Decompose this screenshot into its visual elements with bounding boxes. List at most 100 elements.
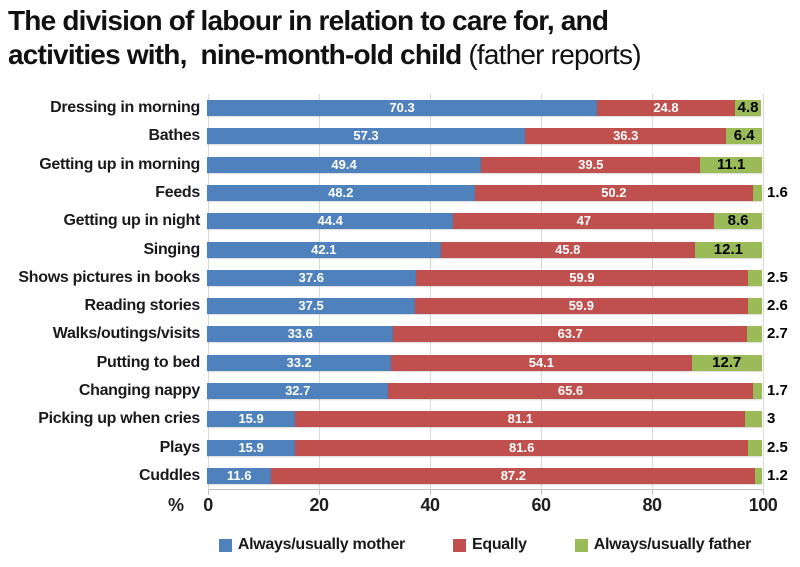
segment-equally: 47 bbox=[453, 213, 715, 230]
legend-item-father: Always/usually father bbox=[574, 536, 752, 554]
value-label-equally: 87.2 bbox=[500, 467, 526, 483]
value-label-mother: 11.6 bbox=[226, 467, 252, 483]
bar-track: 48.2 50.2 1.6 bbox=[207, 184, 788, 201]
value-label-equally: 50.2 bbox=[601, 184, 627, 200]
bar-track: 15.9 81.6 2.5 bbox=[207, 439, 788, 456]
category-label: Changing nappy bbox=[78, 381, 200, 399]
segment-equally: 45.8 bbox=[440, 241, 695, 258]
bar-row: Walks/outings/visits 33.6 63.7 2.7 bbox=[0, 320, 800, 348]
segment-mother: 11.6 bbox=[207, 467, 272, 484]
chart-title-line2: activities with, nine-month-old child (f… bbox=[8, 38, 642, 72]
axis-tick-mark bbox=[430, 490, 431, 495]
bar-row: Cuddles 11.6 87.2 1.2 bbox=[0, 462, 800, 490]
segment-father bbox=[748, 439, 762, 456]
bar-row: Reading stories 37.5 59.9 2.6 bbox=[0, 292, 800, 320]
value-label-father: 3 bbox=[767, 410, 776, 428]
bar-track: 33.2 54.1 12.7 bbox=[207, 353, 762, 371]
chart-title: The division of labour in relation to ca… bbox=[8, 4, 642, 72]
legend-item-mother: Always/usually mother bbox=[218, 536, 405, 554]
bar-row: Getting up in night 44.4 47 8.6 bbox=[0, 207, 800, 235]
value-label-mother: 42.1 bbox=[311, 241, 337, 257]
value-label-equally: 81.6 bbox=[509, 439, 535, 455]
bar-track: 57.3 36.3 6.4 bbox=[207, 128, 762, 145]
segment-mother: 48.2 bbox=[207, 184, 475, 201]
segment-mother: 37.6 bbox=[207, 269, 416, 286]
axis-tick-mark bbox=[652, 490, 653, 495]
segment-father bbox=[755, 467, 762, 484]
segment-equally: 87.2 bbox=[271, 467, 756, 484]
value-label-equally: 59.9 bbox=[568, 298, 594, 314]
segment-equally: 59.9 bbox=[415, 269, 749, 286]
value-label-mother: 15.9 bbox=[238, 411, 264, 427]
value-label-equally: 54.1 bbox=[528, 354, 555, 370]
segment-father bbox=[745, 411, 762, 428]
bar-row: Bathes 57.3 36.3 6.4 bbox=[0, 122, 800, 150]
category-label: Plays bbox=[159, 438, 201, 456]
bar-row: Shows pictures in books 37.6 59.9 2.5 bbox=[0, 264, 800, 292]
segment-equally: 24.8 bbox=[597, 100, 735, 117]
chart-title-subtitle: (father reports) bbox=[468, 39, 641, 70]
value-label-father: 1.7 bbox=[767, 381, 788, 399]
x-tick-label: 80 bbox=[642, 495, 662, 515]
bar-track: 44.4 47 8.6 bbox=[207, 213, 762, 230]
segment-father: 11.1 bbox=[700, 155, 762, 173]
value-label-equally: 39.5 bbox=[578, 156, 604, 172]
segment-father: 12.1 bbox=[694, 240, 762, 258]
bar-rows: Dressing in morning 70.3 24.8 4.8 Bathes 57.3… bbox=[0, 94, 800, 490]
segment-mother: 33.2 bbox=[207, 354, 392, 371]
bar-track: 37.6 59.9 2.5 bbox=[207, 269, 788, 286]
value-label-mother: 70.3 bbox=[389, 100, 415, 116]
value-label-mother: 37.5 bbox=[298, 298, 324, 314]
segment-mother: 33.6 bbox=[207, 326, 394, 343]
segment-equally: 63.7 bbox=[393, 326, 747, 343]
value-label-father: 1.2 bbox=[767, 466, 788, 484]
segment-father: 4.8 bbox=[734, 99, 762, 117]
bar-row: Getting up in morning 49.4 39.5 11.1 bbox=[0, 151, 800, 179]
segment-mother: 37.5 bbox=[207, 298, 416, 315]
value-label-equally: 47 bbox=[576, 213, 592, 229]
value-label-mother: 37.6 bbox=[298, 269, 324, 285]
chart-title-line2-bold: activities with, nine-month-old child bbox=[8, 39, 469, 70]
segment-equally: 65.6 bbox=[388, 382, 753, 399]
segment-mother: 42.1 bbox=[207, 241, 441, 258]
bar-row: Changing nappy 32.7 65.6 1.7 bbox=[0, 377, 800, 405]
category-label: Putting to bed bbox=[96, 353, 201, 371]
axis-tick-mark bbox=[763, 490, 764, 495]
value-label-father: 4.8 bbox=[737, 99, 759, 117]
value-label-father: 2.5 bbox=[767, 268, 788, 286]
legend-label-father: Always/usually father bbox=[593, 536, 752, 553]
segment-equally: 39.5 bbox=[481, 156, 701, 173]
bar-row: Feeds 48.2 50.2 1.6 bbox=[0, 179, 800, 207]
bar-track: 33.6 63.7 2.7 bbox=[207, 326, 788, 343]
value-label-father: 12.1 bbox=[713, 240, 743, 258]
value-label-father: 11.1 bbox=[716, 155, 746, 173]
category-label: Getting up in morning bbox=[39, 155, 200, 173]
value-label-mother: 33.2 bbox=[286, 354, 312, 370]
value-label-mother: 15.9 bbox=[238, 439, 264, 455]
segment-equally: 81.1 bbox=[295, 411, 746, 428]
segment-father: 6.4 bbox=[726, 128, 762, 145]
bar-track: 11.6 87.2 1.2 bbox=[207, 467, 788, 484]
axis-tick-mark bbox=[319, 490, 320, 495]
legend-swatch-mother-icon bbox=[218, 538, 232, 552]
legend-label-mother: Always/usually mother bbox=[237, 536, 405, 553]
gridline bbox=[208, 94, 209, 490]
value-label-father: 1.6 bbox=[767, 183, 788, 201]
value-label-equally: 36.3 bbox=[613, 128, 639, 144]
value-label-mother: 33.6 bbox=[287, 326, 313, 342]
bar-row: Singing 42.1 45.8 12.1 bbox=[0, 235, 800, 263]
category-label: Feeds bbox=[155, 183, 200, 201]
axis-tick-mark bbox=[208, 490, 209, 495]
category-label: Singing bbox=[143, 240, 200, 258]
category-label: Picking up when cries bbox=[38, 410, 200, 428]
segment-father bbox=[753, 184, 762, 201]
chart-title-line1: The division of labour in relation to ca… bbox=[8, 5, 609, 36]
value-label-father: 2.6 bbox=[767, 297, 788, 315]
bar-track: 32.7 65.6 1.7 bbox=[207, 382, 788, 399]
bar-row: Picking up when cries 15.9 81.1 3 bbox=[0, 405, 800, 433]
axis-tick-mark bbox=[541, 490, 542, 495]
category-label: Getting up in night bbox=[63, 212, 201, 230]
value-label-father: 12.7 bbox=[712, 353, 742, 371]
gridline bbox=[763, 94, 764, 490]
